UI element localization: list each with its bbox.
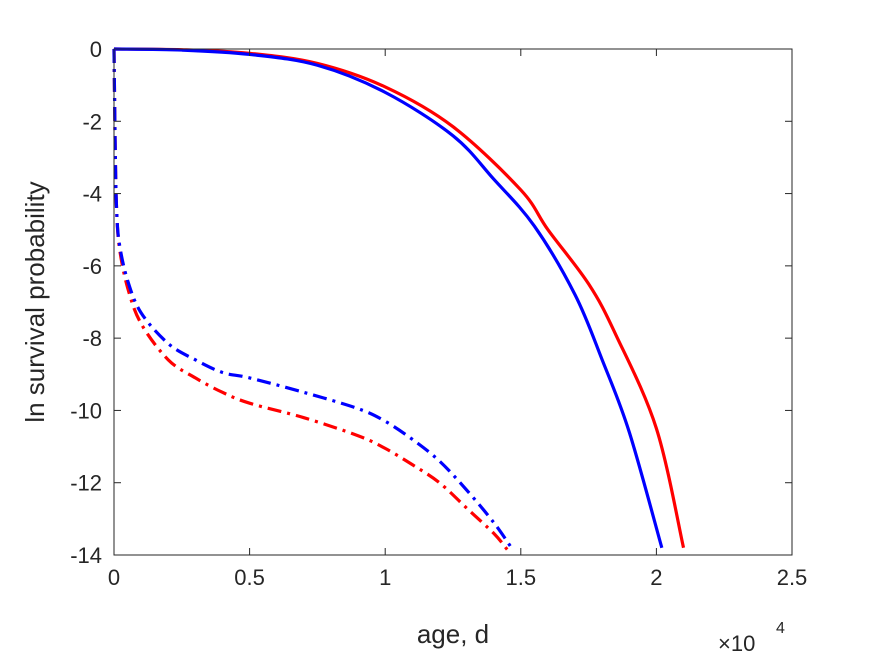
series-line-blue-dashdot — [112, 48, 514, 551]
y-tick-label: -14 — [70, 543, 102, 568]
x-axis-label: age, d — [417, 619, 489, 649]
x-exponent-power: 4 — [776, 620, 785, 637]
y-tick-label: -6 — [82, 254, 102, 279]
x-tick-label: 1.5 — [506, 565, 537, 590]
x-tick-label: 2 — [650, 565, 662, 590]
y-axis-label: ln survival probability — [20, 181, 50, 422]
x-tick-label: 0.5 — [234, 565, 265, 590]
series-line-blue-solid — [113, 47, 664, 549]
y-tick-label: -8 — [82, 326, 102, 351]
y-tick-label: -12 — [70, 471, 102, 496]
y-tick-label: -10 — [70, 398, 102, 423]
y-tick-label: -2 — [82, 109, 102, 134]
y-tick-label: 0 — [90, 37, 102, 62]
x-exponent-label: ×10 — [718, 631, 755, 656]
plot-area — [114, 49, 792, 555]
x-tick-label: 1 — [379, 565, 391, 590]
plot-frame — [113, 48, 793, 556]
x-tick-label: 0 — [108, 565, 120, 590]
x-tick-label: 2.5 — [777, 565, 808, 590]
ticks-layer: 0 0.5 1 1.5 2 2.5 0 -2 -4 -6 -8 -10 -12 -14 — [70, 37, 807, 590]
series-layer — [112, 47, 686, 551]
y-tick-label: -4 — [82, 182, 102, 207]
